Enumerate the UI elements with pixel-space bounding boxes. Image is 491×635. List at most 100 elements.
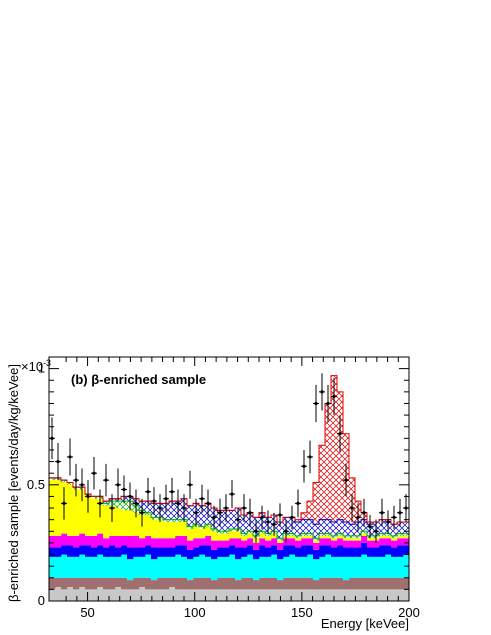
stack-bar [277,542,284,550]
stack-bar [301,556,308,578]
data-point [259,505,265,529]
stack-bar [343,547,350,557]
data-point [91,456,97,490]
data-point [373,519,379,543]
stack-bar [79,545,86,555]
stack-bar [91,577,98,590]
stack-bar [307,535,314,539]
stack-bar [187,540,194,550]
stack-bar [127,589,134,601]
data-point [313,384,319,423]
stack-bar [403,589,410,601]
stack-bar [355,577,362,590]
stack-bar [277,559,284,581]
stack-bar [109,556,116,578]
stack-bar [217,531,224,534]
stack-bar [49,535,56,548]
data-points [49,373,409,543]
data-point [379,498,385,527]
stack-bar [373,547,380,557]
stack-bar [139,515,146,539]
stack-bar [391,535,398,539]
stack-bar [133,512,140,536]
stack-bar [79,554,86,578]
stack-bar [289,545,296,555]
data-point [235,508,241,532]
stack-bar [295,589,302,601]
stack-bar [127,547,134,560]
data-point [193,498,199,527]
stack-bar [85,545,92,557]
stack-bar [193,556,200,578]
stack-bar [307,519,314,534]
data-point [61,487,67,520]
stack-bar [313,559,320,581]
stack-bar [169,577,176,588]
stack-bar [391,577,398,590]
stack-bar [313,538,320,541]
stack-bar [133,556,140,578]
stack-bar [265,533,272,536]
stack-bar [349,556,356,578]
stack-bar [115,535,122,548]
data-point [55,442,61,481]
x-tick-label: 200 [398,605,420,620]
stack-bar [55,535,62,548]
stack-bar [235,559,242,581]
stack-bar [235,547,242,560]
stack-bar [85,577,92,590]
stack-bar [337,577,344,590]
stack-bar [253,559,260,581]
stack-bar [349,540,356,548]
stack-bar [199,526,206,529]
stack-bar [295,556,302,578]
stack-bar [403,533,410,536]
data-point [97,489,103,518]
stack-bar [199,577,206,590]
stack-bar [379,556,386,578]
stack-bar [379,538,386,546]
stack-bar [193,526,200,539]
data-point [271,512,277,536]
data-point [145,477,151,506]
stack-bar [289,538,296,546]
stack-bar [115,577,122,588]
stack-bar [349,524,356,536]
stack-bar [55,587,62,601]
stack-bar [289,589,296,601]
stack-bar [307,501,314,520]
stack-bar [331,535,338,539]
stack-bar [151,580,158,590]
stack-bar [61,554,68,578]
stack-bar [349,547,356,557]
stack-bar [367,540,374,548]
stack-bar [379,545,386,557]
stack-bar [175,521,182,536]
stack-bar [229,589,236,601]
stack-bar [103,577,110,590]
stack-bar [133,547,140,557]
stack-bar [325,519,332,534]
stack-bar [319,535,326,539]
stack-bar [223,556,230,578]
y-axis-multiplier: ×10-3 [21,358,51,374]
stack-bar [289,535,296,539]
stack-bar [277,580,284,590]
stack-bar [247,545,254,555]
data-point [331,377,337,416]
stack-bar [247,577,254,590]
stack-bar [157,547,164,557]
stack-bar [385,538,392,546]
stack-bar [211,531,218,541]
stack-bar [403,535,410,539]
stack-bar [295,577,302,590]
stack-bar [367,577,374,590]
stack-bar [181,535,188,546]
stack-bar [121,545,128,555]
stack-bar [319,533,326,536]
stack-bar [307,545,314,555]
stack-bar [229,531,236,539]
stack-bar [259,531,266,534]
stack-bar [313,542,320,550]
